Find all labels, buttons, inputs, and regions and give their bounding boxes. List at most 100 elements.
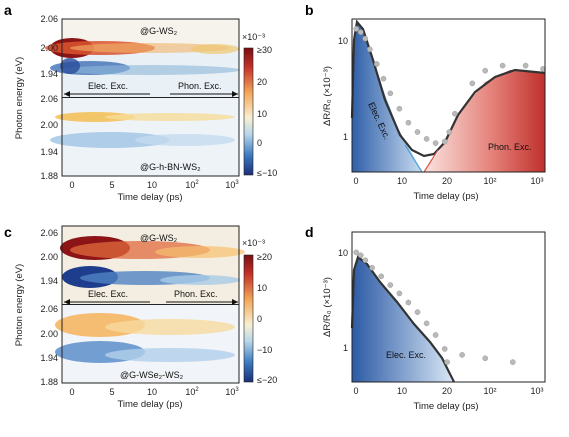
points-d — [353, 249, 516, 365]
heatmap-a-top — [45, 19, 240, 97]
d-point-10 — [432, 332, 439, 338]
ytick-b-1: 1 — [343, 132, 348, 142]
d-point-3 — [369, 264, 375, 271]
b-point-17 — [499, 62, 506, 69]
xtick-b-4: 10³ — [530, 176, 543, 186]
cbtick-c-2: 0 — [257, 314, 262, 324]
ytick-c-bot-2: 1.94 — [40, 353, 58, 363]
ytick-a-top-1: 2.00 — [40, 43, 58, 53]
b-point-11 — [432, 140, 439, 146]
ytick-a-bot-3: 1.88 — [40, 171, 58, 181]
colorbar-a-unit: ×10⁻³ — [242, 32, 265, 42]
xtick-d-1: 10 — [397, 386, 407, 396]
b-point-6 — [387, 90, 394, 97]
d-point-12 — [444, 359, 450, 365]
xtick-b-0: 0 — [353, 176, 358, 186]
b-point-4 — [373, 61, 380, 67]
panel-d: d Elec. Exc. 10 1 0 10 20 10² 10³ Time d… — [305, 224, 546, 412]
xtick-d-4: 10³ — [530, 386, 543, 396]
panel-label-c: c — [4, 224, 12, 240]
xtick-a-3: 102 — [185, 180, 199, 190]
panel-c: c @G-WS₂ @G-WSe₂-WS₂ Elec. Exc. Phon. Ex… — [4, 224, 277, 410]
fit-line-b — [350, 19, 546, 158]
cbtick-a-2: 10 — [257, 109, 267, 119]
xtick-c-3: 102 — [185, 387, 199, 397]
b-point-12 — [441, 138, 448, 145]
d-point-1 — [357, 252, 364, 259]
label-a-bottom: @G-h-BN-WS₂ — [140, 162, 201, 172]
heatmap-c-bottom — [55, 305, 239, 383]
ytick-d-1: 1 — [343, 343, 348, 353]
ytick-c-top-1: 2.00 — [40, 252, 58, 262]
d-point-0 — [353, 249, 360, 256]
cbtick-c-3: −10 — [257, 345, 272, 355]
panel-b: b Elec. Exc. Phon. Exc. 10 1 0 10 20 10²… — [305, 2, 546, 202]
b-point-3 — [367, 46, 373, 53]
cbtick-c-1: 10 — [257, 283, 267, 293]
xtick-d-2: 20 — [442, 386, 452, 396]
panel-label-d: d — [305, 224, 314, 240]
cbtick-c-0: ≥20 — [257, 252, 272, 262]
b-point-10 — [423, 136, 430, 142]
xtick-b-1: 10 — [397, 176, 407, 186]
label-a-top: @G-WS₂ — [140, 26, 178, 36]
b-point-7 — [396, 105, 403, 112]
b-point-5 — [380, 75, 387, 82]
d-point-14 — [482, 355, 489, 362]
arrow-a-right: Phon. Exc. — [178, 81, 222, 91]
ytick-b-0: 10 — [338, 36, 348, 46]
arrow-c-left: Elec. Exc. — [88, 289, 128, 299]
ytick-c-top-2: 1.94 — [40, 276, 58, 286]
region-d-elec — [352, 257, 452, 382]
b-point-19 — [540, 66, 546, 72]
heatmap-a-bottom — [50, 98, 239, 176]
colorbar-c-unit: ×10⁻³ — [242, 238, 265, 248]
b-point-0 — [353, 26, 360, 32]
xlabel-d: Time delay (ps) — [413, 401, 478, 412]
b-point-16 — [482, 67, 489, 74]
d-point-13 — [459, 352, 465, 358]
points-b — [353, 26, 546, 146]
xlabel-a: Time delay (ps) — [117, 192, 182, 203]
ytick-c-bot-1: 2.00 — [40, 329, 58, 339]
xtick-d-0: 0 — [353, 386, 358, 396]
b-point-13 — [446, 129, 453, 135]
d-point-2 — [362, 257, 369, 264]
region-b-phon-label: Phon. Exc. — [488, 142, 532, 152]
b-point-15 — [469, 80, 476, 87]
b-point-9 — [414, 129, 421, 135]
ylabel-b: ΔR/R₀ (×10⁻³) — [322, 66, 333, 126]
b-point-14 — [452, 110, 458, 117]
cbtick-c-4: ≤−20 — [257, 375, 277, 385]
fit-line-d — [350, 255, 455, 383]
ytick-d-0: 10 — [338, 248, 348, 258]
d-point-7 — [405, 299, 412, 306]
heatmap-c-top — [60, 226, 245, 304]
ylabel-a: Photon energy (eV) — [14, 57, 25, 139]
d-point-15 — [509, 359, 516, 365]
d-point-6 — [396, 290, 403, 297]
ytick-a-top-2: 1.94 — [40, 69, 58, 79]
ytick-a-bot-1: 2.00 — [40, 120, 58, 130]
ytick-c-bot-0: 2.06 — [40, 304, 58, 314]
region-d-elec-label: Elec. Exc. — [386, 350, 426, 360]
cbtick-a-3: 0 — [257, 138, 262, 148]
ytick-c-top-0: 2.06 — [40, 228, 58, 238]
arrow-a-left: Elec. Exc. — [88, 81, 128, 91]
label-c-top: @G-WS₂ — [140, 233, 178, 243]
panel-label-a: a — [4, 2, 12, 18]
xlabel-c: Time delay (ps) — [117, 399, 182, 410]
xtick-a-2: 10 — [147, 180, 157, 190]
xtick-c-0: 0 — [69, 387, 74, 397]
b-point-2 — [362, 35, 369, 42]
colorbar-c — [243, 254, 254, 383]
xtick-c-2: 10 — [147, 387, 157, 397]
arrow-c-right: Phon. Exc. — [174, 289, 218, 299]
b-point-1 — [357, 29, 364, 36]
xtick-c-1: 5 — [109, 387, 114, 397]
ytick-a-bot-0: 2.06 — [40, 94, 58, 104]
cbtick-a-0: ≥30 — [257, 45, 272, 55]
cbtick-a-1: 20 — [257, 77, 267, 87]
xtick-a-1: 5 — [109, 180, 114, 190]
